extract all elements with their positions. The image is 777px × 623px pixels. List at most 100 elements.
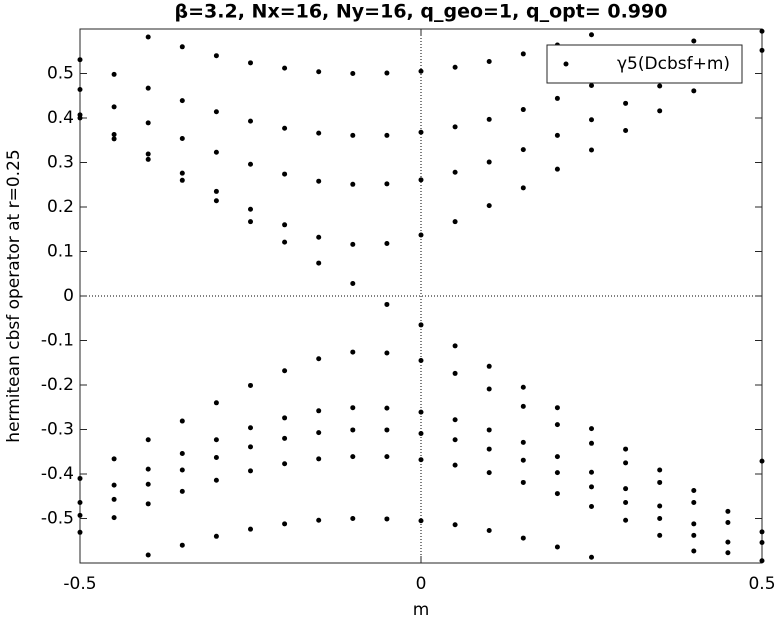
- point: [691, 88, 697, 94]
- point: [589, 440, 594, 446]
- x-tick-label: 0: [416, 574, 427, 594]
- point: [418, 431, 424, 437]
- point: [554, 132, 560, 138]
- point: [282, 415, 288, 421]
- point: [145, 552, 151, 558]
- point: [486, 58, 492, 64]
- point: [623, 499, 629, 505]
- point: [179, 98, 185, 104]
- x-tick-label: 0.5: [748, 574, 775, 594]
- point: [384, 132, 390, 138]
- point: [248, 468, 253, 474]
- point: [623, 517, 629, 523]
- point: [452, 370, 458, 376]
- point: [589, 426, 594, 432]
- point: [350, 71, 356, 76]
- point: [282, 368, 288, 374]
- point: [452, 64, 458, 70]
- point: [179, 467, 185, 473]
- point: [145, 34, 151, 40]
- point: [554, 470, 560, 476]
- point: [725, 550, 731, 556]
- point: [77, 115, 83, 121]
- point: [350, 241, 356, 247]
- point: [248, 161, 253, 167]
- point: [282, 461, 288, 467]
- point: [452, 169, 458, 175]
- point: [452, 437, 458, 443]
- point: [554, 544, 560, 550]
- y-tick-label: 0.3: [47, 153, 74, 173]
- point: [316, 234, 322, 240]
- point: [213, 53, 219, 59]
- point: [111, 71, 117, 77]
- point: [77, 512, 83, 518]
- point: [486, 427, 492, 433]
- point: [623, 486, 629, 492]
- point: [589, 469, 594, 475]
- point: [759, 28, 765, 34]
- point: [248, 206, 253, 212]
- point: [725, 508, 731, 514]
- point: [418, 177, 424, 183]
- point: [759, 558, 765, 564]
- point: [213, 400, 219, 406]
- point: [452, 522, 458, 528]
- point: [350, 454, 356, 460]
- point: [316, 408, 322, 414]
- point: [725, 520, 731, 526]
- point: [486, 386, 492, 392]
- point: [179, 44, 185, 50]
- point: [554, 422, 560, 428]
- point: [418, 409, 424, 415]
- point: [213, 188, 219, 194]
- point: [384, 181, 390, 187]
- point: [486, 528, 492, 534]
- point: [520, 457, 526, 463]
- point: [486, 446, 492, 452]
- point: [657, 108, 663, 114]
- point: [589, 117, 594, 123]
- point: [520, 51, 526, 57]
- point: [486, 116, 492, 122]
- point: [657, 532, 663, 538]
- point: [691, 38, 697, 44]
- point: [316, 260, 322, 266]
- point: [316, 456, 322, 462]
- point: [316, 178, 322, 184]
- point: [452, 417, 458, 423]
- point: [111, 482, 117, 488]
- point: [554, 454, 560, 460]
- point: [350, 427, 356, 433]
- point: [384, 350, 390, 356]
- point: [145, 437, 151, 443]
- point: [520, 107, 526, 113]
- point: [316, 69, 322, 75]
- point: [248, 118, 253, 124]
- point: [282, 171, 288, 177]
- point: [350, 281, 356, 287]
- point: [384, 301, 390, 307]
- point: [759, 540, 765, 546]
- x-axis-label: m: [413, 600, 430, 620]
- point: [248, 382, 253, 388]
- y-tick-label: 0.4: [47, 108, 74, 128]
- point: [623, 446, 629, 452]
- y-tick-label: 0: [63, 286, 74, 306]
- point: [77, 87, 83, 93]
- y-tick-label: 0.1: [47, 242, 74, 262]
- point: [520, 384, 526, 390]
- point: [111, 136, 117, 142]
- point: [111, 515, 117, 521]
- point: [316, 130, 322, 136]
- point: [725, 539, 731, 545]
- point: [691, 532, 697, 538]
- legend-box: [546, 44, 743, 84]
- point: [623, 127, 629, 133]
- point: [589, 503, 594, 509]
- point: [384, 405, 390, 411]
- point: [179, 135, 185, 141]
- point: [213, 455, 219, 461]
- point: [520, 185, 526, 191]
- y-tick-label: -0.3: [41, 420, 74, 440]
